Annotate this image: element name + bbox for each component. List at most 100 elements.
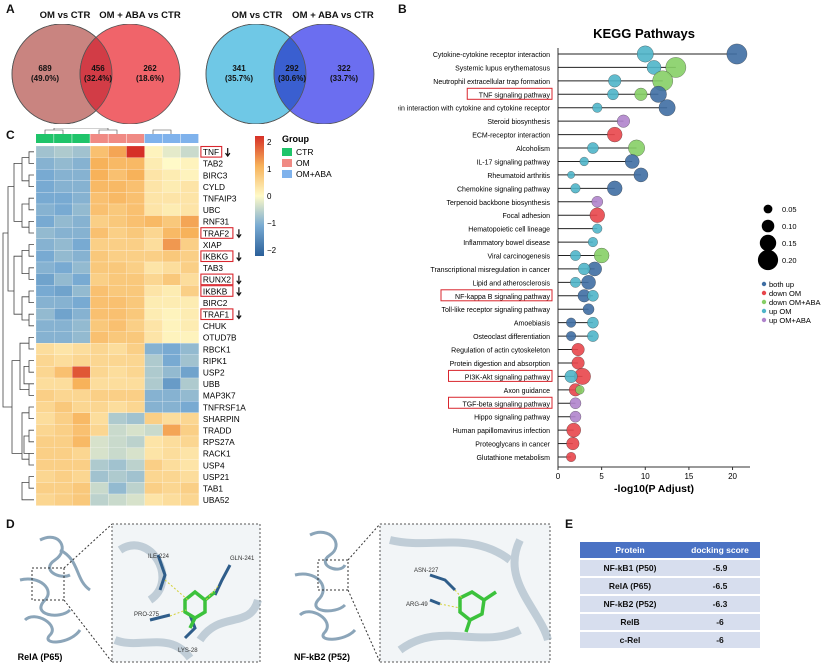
heatmap-cell (72, 296, 91, 309)
rela-res-4: LYS-28 (178, 648, 198, 654)
heatmap-cell (162, 215, 181, 228)
protein-cell: c-Rel (580, 632, 680, 648)
heatmap-dendrogram (2, 128, 172, 501)
kegg-point (582, 303, 595, 315)
size-legend-label: 0.20 (782, 256, 797, 265)
kegg-rows: Cytokine-cytokine receptor interaction Sy… (398, 43, 748, 462)
gene-highlight-box (200, 285, 234, 297)
gene-label: RIPK1 (203, 356, 227, 366)
heatmap-cell (144, 331, 163, 344)
heatmap-cell (53, 459, 73, 471)
heatmap-cell (144, 227, 163, 239)
heatmap-cell (144, 203, 163, 216)
heatmap-cell (90, 470, 109, 483)
pathway-label: Toll-like receptor signaling pathway (441, 307, 550, 314)
pathway-label: Proteoglycans in cancer (475, 442, 550, 449)
heatmap-cell (180, 157, 200, 170)
heatmap-cell (72, 180, 91, 193)
heatmap-cell (162, 493, 181, 506)
size-legend-label: 0.15 (782, 239, 797, 248)
pathway-label: Viral protein interaction with cytokine … (398, 106, 551, 113)
heatmap-cell (162, 366, 181, 379)
heatmap-cell (90, 366, 109, 379)
heatmap-cell (180, 215, 200, 228)
heatmap-cell (126, 389, 145, 402)
rela-res-1: ILE-224 (148, 554, 170, 560)
venn1-left-count: 689 (38, 64, 52, 73)
heatmap-cell (35, 343, 55, 355)
heatmap-cell (180, 459, 200, 471)
gene-label: USP2 (203, 368, 225, 378)
heatmap-cell (162, 470, 181, 483)
color-legend-label: both up (769, 280, 794, 289)
size-legend-dot (759, 234, 777, 252)
heatmap-cell (72, 377, 91, 390)
heatmap-cell (35, 261, 55, 274)
heatmap-cell (180, 308, 200, 321)
heatmap-cell (108, 285, 127, 297)
heatmap-cell (35, 482, 55, 495)
heatmap-cell (35, 273, 55, 286)
pathway-label: ECM-receptor interaction (472, 133, 550, 140)
group-legend-label: OM+ABA (296, 169, 332, 179)
dendrogram-tree (2, 151, 34, 501)
heatmap-cell (90, 261, 109, 274)
heatmap-cell (126, 296, 145, 309)
heatmap-cell (53, 493, 73, 506)
kegg-point (571, 343, 585, 356)
heatmap-cell (90, 424, 109, 437)
col-protein: Protein (580, 542, 680, 558)
heatmap-cell (126, 285, 145, 297)
heatmap-cell (108, 343, 127, 355)
colorbar-tick-label: 1 (267, 165, 272, 174)
kegg-point (589, 207, 605, 223)
docking-panel: RelA (P65) ILE-224 GLN-241 PRO-275 LYS-2… (0, 520, 560, 666)
heatmap-cell (90, 227, 109, 239)
heatmap-cell (126, 308, 145, 321)
heatmap-cell (126, 459, 145, 471)
size-legend-label: 0.10 (782, 222, 797, 231)
heatmap-cell (72, 424, 91, 437)
heatmap-cell (53, 343, 73, 355)
group-legend-swatch (282, 159, 292, 167)
nfkb2-residues (429, 573, 457, 606)
heatmap-cell (90, 273, 109, 286)
heatmap-cell (126, 215, 145, 228)
heatmap-cell (72, 192, 91, 205)
color-legend-dot (761, 308, 767, 314)
pathway-label: Amoebiasis (514, 321, 551, 328)
heatmap-cell (90, 296, 109, 309)
kegg-point (566, 422, 581, 438)
heatmap-cell (180, 470, 200, 483)
heatmap-cell (144, 412, 163, 425)
heatmap-cell (180, 250, 200, 263)
venn2-right-pct: (33.7%) (329, 74, 358, 83)
pathway-label: Chemokine signaling pathway (457, 186, 550, 193)
pathway-label: Hippo signaling pathway (474, 415, 550, 422)
venn2-overlap-count: 292 (285, 64, 299, 73)
heatmap-cell (180, 482, 200, 495)
heatmap-cell (72, 331, 91, 344)
heatmap-cell (108, 238, 127, 251)
heatmap-cell (126, 331, 145, 344)
heatmap-cell (108, 354, 127, 367)
venn1-overlap-pct: (32.4%) (83, 74, 112, 83)
group-bar-cell (108, 134, 126, 143)
heatmap-cell (35, 157, 55, 170)
colorbar-tick-label: −2 (267, 246, 277, 255)
heatmap-cell (53, 412, 73, 425)
heatmap-cell (35, 459, 55, 471)
heatmap-cell (144, 401, 163, 413)
heatmap-cell (90, 169, 109, 181)
venn2-right-title: OM + ABA vs CTR (292, 10, 374, 21)
gene-label: CYLD (203, 182, 225, 192)
kegg-point (566, 331, 577, 342)
heatmap-cell (35, 435, 55, 448)
pathway-label: Terpenoid backbone biosynthesis (446, 200, 550, 207)
rela-res-3: PRO-275 (134, 612, 160, 618)
gene-label: UBB (203, 379, 221, 389)
venn1-right-pct: (18.6%) (135, 74, 164, 83)
venn2-left-count: 341 (232, 64, 246, 73)
heatmap-cell (180, 412, 200, 425)
kegg-point (587, 142, 599, 154)
